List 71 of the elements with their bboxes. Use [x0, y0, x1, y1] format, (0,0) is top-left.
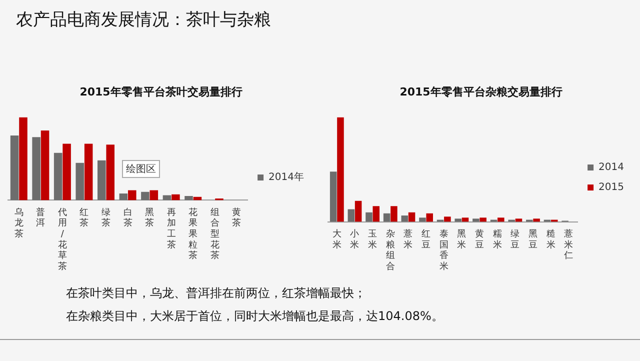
- bar: [372, 206, 380, 222]
- text: 在杂粮类目中，大米居于首位，同时大米增幅也是最高，达104.08%。: [66, 308, 444, 325]
- x-tick-label: 糙米: [546, 228, 556, 250]
- legend-label: 2014: [598, 162, 624, 174]
- bar: [62, 144, 71, 200]
- x-tick-label: 红茶: [80, 206, 89, 229]
- x-tick-label: 绿豆: [510, 228, 520, 250]
- x-tick-label: 黑豆: [528, 228, 538, 250]
- bar: [106, 144, 114, 200]
- bar: [98, 160, 106, 200]
- bar: [54, 152, 62, 200]
- x-tick-label: 黄茶: [232, 206, 242, 229]
- x-tick-label: 杂粮组合: [386, 228, 395, 272]
- bar: [480, 218, 486, 222]
- x-tick-label: 代用/花草茶: [56, 206, 67, 272]
- annotation: 绘图区: [122, 160, 160, 178]
- x-tick-label: 黑米: [457, 228, 466, 250]
- bar: [119, 194, 128, 200]
- bar: [40, 130, 50, 200]
- bar: [354, 200, 362, 222]
- bar: [128, 190, 136, 200]
- bar: [184, 196, 193, 200]
- bar: [162, 195, 172, 200]
- x-tick-label: 玉米: [368, 230, 378, 250]
- bar: [10, 135, 19, 200]
- bar: [408, 212, 416, 222]
- text: 农产品电商发展情况：茶叶与杂粮: [16, 9, 271, 31]
- bar: [366, 212, 372, 222]
- bar: [150, 190, 158, 200]
- bar: [348, 209, 355, 222]
- bar: [444, 216, 451, 222]
- text: 在茶叶类目中，乌龙、普洱排在前两位，红茶增幅最快；: [66, 285, 367, 302]
- bar: [337, 117, 344, 222]
- bar: [498, 218, 504, 222]
- x-tick-label: 薏米: [404, 228, 413, 250]
- bar: [390, 206, 398, 222]
- bar: [172, 194, 180, 200]
- bar: [76, 162, 84, 200]
- bar: [419, 218, 426, 222]
- x-tick-label: 乌龙茶: [14, 206, 24, 240]
- bar: [426, 213, 433, 222]
- x-tick-label: 薏米仁: [564, 228, 574, 262]
- legend-label: 2015: [598, 182, 624, 194]
- x-tick-label: 白茶: [123, 206, 132, 229]
- x-tick-label: 再加工茶: [166, 208, 176, 250]
- x-tick-label: 普洱: [36, 206, 46, 229]
- bar: [141, 192, 150, 200]
- bar: [84, 144, 93, 200]
- bar: [472, 218, 480, 222]
- x-tick-label: 花果果粒茶: [188, 206, 198, 262]
- x-tick-label: 红豆: [422, 228, 431, 250]
- x-tick-label: 绿茶: [102, 206, 110, 229]
- x-tick-label: 黄豆: [475, 228, 484, 250]
- bar: [515, 218, 522, 222]
- x-tick-label: 黑茶: [145, 206, 154, 229]
- bar: [32, 137, 40, 200]
- bar: [330, 172, 337, 222]
- x-tick-label: 泰国香米: [439, 228, 448, 272]
- x-tick-label: 大米: [332, 228, 342, 250]
- bar: [454, 218, 462, 222]
- bar: [533, 218, 540, 222]
- bar: [401, 216, 408, 222]
- x-tick-label: 糯米: [492, 230, 502, 250]
- bar: [19, 117, 28, 200]
- chart-title: 2015年零售平台杂粮交易量排行: [400, 85, 562, 98]
- bar: [462, 218, 469, 222]
- chart-title: 2015年零售平台茶叶交易量排行: [80, 85, 242, 98]
- legend-label: 2014年: [268, 171, 304, 184]
- bar: [383, 213, 390, 222]
- x-tick-label: 小米: [350, 228, 360, 250]
- x-tick-label: 组合型花茶: [210, 206, 220, 262]
